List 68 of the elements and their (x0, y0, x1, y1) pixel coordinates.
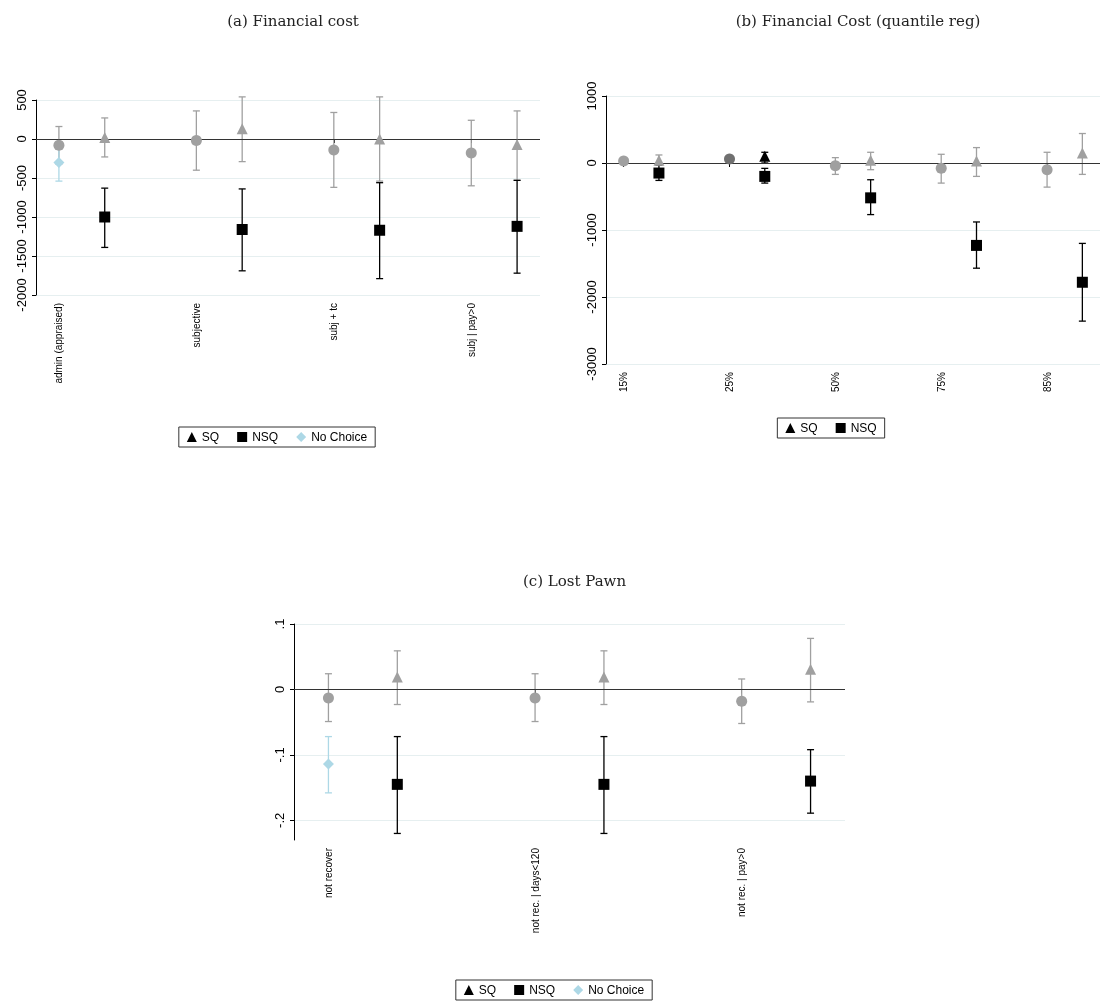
point (511, 138, 523, 150)
y-tick-label: 1000 (584, 81, 599, 111)
x-tick-label: 75% (935, 371, 947, 393)
y-tick-label: -1000 (14, 200, 29, 234)
y-tick-label: -2000 (584, 280, 599, 314)
point (322, 692, 334, 704)
point (374, 133, 386, 145)
point (190, 135, 202, 147)
legend-label: NSQ (529, 983, 556, 997)
point (829, 160, 841, 172)
point (511, 220, 523, 232)
point (322, 758, 334, 770)
y-tick-label: 500 (14, 89, 29, 111)
legend-label: SQ (201, 430, 220, 444)
legend-label: NSQ (252, 430, 279, 444)
x-tick-label: 25% (724, 371, 735, 393)
y-tick-label: .1 (272, 618, 287, 630)
y-tick-label: -.1 (272, 747, 287, 763)
point (236, 223, 248, 235)
point (1041, 164, 1053, 176)
chart-title: (a) Financial cost (227, 11, 359, 30)
y-tick-label: -.2 (272, 812, 287, 828)
x-tick-label: subj | pay>0 (465, 302, 477, 358)
y-tick-label: 0 (14, 135, 29, 143)
point (1076, 147, 1088, 159)
point (465, 147, 477, 159)
point (736, 695, 748, 707)
point (328, 144, 340, 156)
x-tick-label: subjective (190, 302, 202, 348)
point (971, 239, 982, 251)
point (374, 224, 386, 236)
point (935, 162, 947, 174)
point (53, 156, 65, 168)
y-tick-label: -1000 (584, 213, 599, 247)
y-tick-label: -1500 (14, 239, 29, 273)
x-tick-label: 15% (618, 371, 630, 393)
point (724, 153, 735, 165)
legend-label: SQ (800, 421, 818, 435)
x-tick-label: not rec. | days<120 (529, 847, 541, 934)
y-tick-label: -500 (14, 164, 29, 192)
point (598, 778, 610, 790)
x-tick-label: admin (appraised) (53, 303, 65, 384)
point (391, 671, 403, 683)
x-tick-label: 50% (829, 371, 841, 393)
chart-title: (c) Lost Pawn (522, 571, 627, 590)
point (1076, 276, 1088, 288)
point (236, 123, 248, 135)
x-tick-label: not recover (322, 847, 334, 899)
chart-title: (b) Financial Cost (quantile reg) (735, 11, 981, 30)
x-tick-label: 85% (1041, 371, 1053, 393)
legend-label: SQ (478, 983, 497, 997)
y-tick-label: 0 (272, 685, 287, 694)
point (99, 211, 111, 223)
point (529, 692, 541, 704)
point (391, 778, 403, 790)
point (598, 671, 610, 683)
x-tick-label: subj + tc (328, 303, 340, 341)
point (618, 155, 630, 167)
y-tick-label: -2000 (14, 278, 29, 312)
point (865, 192, 877, 204)
point (53, 139, 65, 151)
y-tick-label: 0 (584, 159, 599, 167)
y-tick-label: -3000 (584, 347, 599, 381)
legend-label: NSQ (850, 421, 877, 435)
legend-label: No Choice (311, 430, 368, 444)
point (805, 775, 817, 787)
legend-label: No Choice (588, 983, 645, 997)
x-tick-label: not rec. | pay>0 (736, 847, 748, 918)
